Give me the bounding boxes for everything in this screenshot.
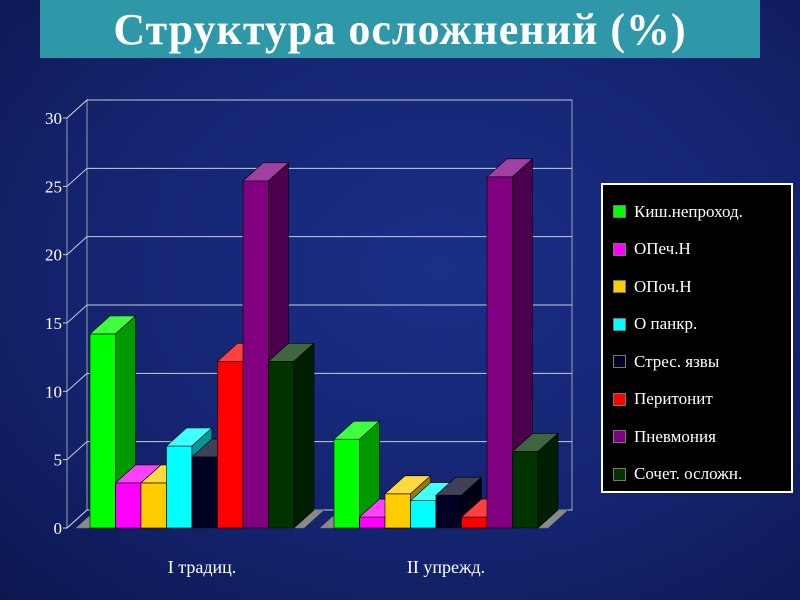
- y-tick-label: 25: [45, 177, 62, 196]
- bar: [115, 482, 142, 529]
- y-tick-label: 5: [54, 451, 63, 470]
- gridline: [66, 236, 572, 256]
- legend-label: ОПоч.Н: [634, 276, 692, 296]
- bar-side: [293, 342, 315, 529]
- bar: [410, 500, 437, 529]
- legend-label: Киш.непроход.: [634, 201, 743, 221]
- bar: [384, 493, 411, 529]
- legend-swatch: [613, 205, 626, 219]
- legend-swatch: [613, 430, 626, 444]
- bar: [512, 451, 539, 529]
- legend-item: О панкр.: [613, 306, 791, 344]
- gridline: [66, 99, 572, 119]
- bar: [191, 456, 218, 529]
- legend-label: Сочет. осложн.: [634, 464, 743, 484]
- x-tick-label: I традиц.: [168, 557, 237, 577]
- bar: [268, 360, 295, 529]
- title-banner: Структура осложнений (%): [40, 0, 760, 58]
- legend-label: ОПеч.Н: [634, 239, 691, 259]
- legend-swatch: [613, 355, 626, 369]
- chart-legend: Киш.непроход. ОПеч.Н ОПоч.Н О панкр. Стрес. …: [601, 183, 793, 493]
- x-tick-label: II упрежд.: [407, 557, 485, 577]
- legend-swatch: [613, 392, 626, 406]
- y-tick-label: 0: [54, 519, 63, 538]
- legend-swatch: [613, 467, 626, 481]
- y-tick-label: 10: [45, 382, 62, 401]
- legend-swatch: [613, 280, 626, 294]
- bar: [486, 176, 513, 529]
- gridline: [66, 441, 572, 461]
- legend-item: ОПеч.Н: [613, 231, 791, 269]
- bar: [217, 360, 244, 529]
- legend-item: Киш.непроход.: [613, 193, 791, 231]
- y-tick-label: 15: [45, 314, 62, 333]
- legend-label: О панкр.: [634, 314, 698, 334]
- legend-item: Сочет. осложн.: [613, 456, 791, 494]
- bar: [435, 494, 462, 529]
- gridline: [66, 304, 572, 324]
- chart-title: Структура осложнений (%): [113, 4, 687, 54]
- legend-label: Перитонит: [634, 389, 713, 409]
- legend-item: ОПоч.Н: [613, 268, 791, 306]
- gridline: [66, 167, 572, 187]
- legend-item: Пневмония: [613, 418, 791, 456]
- bar: [242, 180, 269, 529]
- legend-item: Стрес. язвы: [613, 343, 791, 381]
- legend-label: Стрес. язвы: [634, 351, 720, 371]
- y-tick-label: 20: [45, 246, 62, 265]
- gridline: [66, 372, 572, 392]
- bar: [461, 516, 488, 529]
- y-tick-label: 30: [45, 109, 62, 128]
- legend-swatch: [613, 317, 626, 331]
- bar: [140, 482, 167, 529]
- legend-item: Перитонит: [613, 381, 791, 419]
- bar: [359, 516, 386, 529]
- bar: [166, 445, 193, 529]
- legend-swatch: [613, 242, 626, 256]
- legend-label: Пневмония: [634, 426, 716, 446]
- bar-side: [537, 432, 559, 529]
- bar: [333, 438, 360, 529]
- bar: [89, 333, 116, 529]
